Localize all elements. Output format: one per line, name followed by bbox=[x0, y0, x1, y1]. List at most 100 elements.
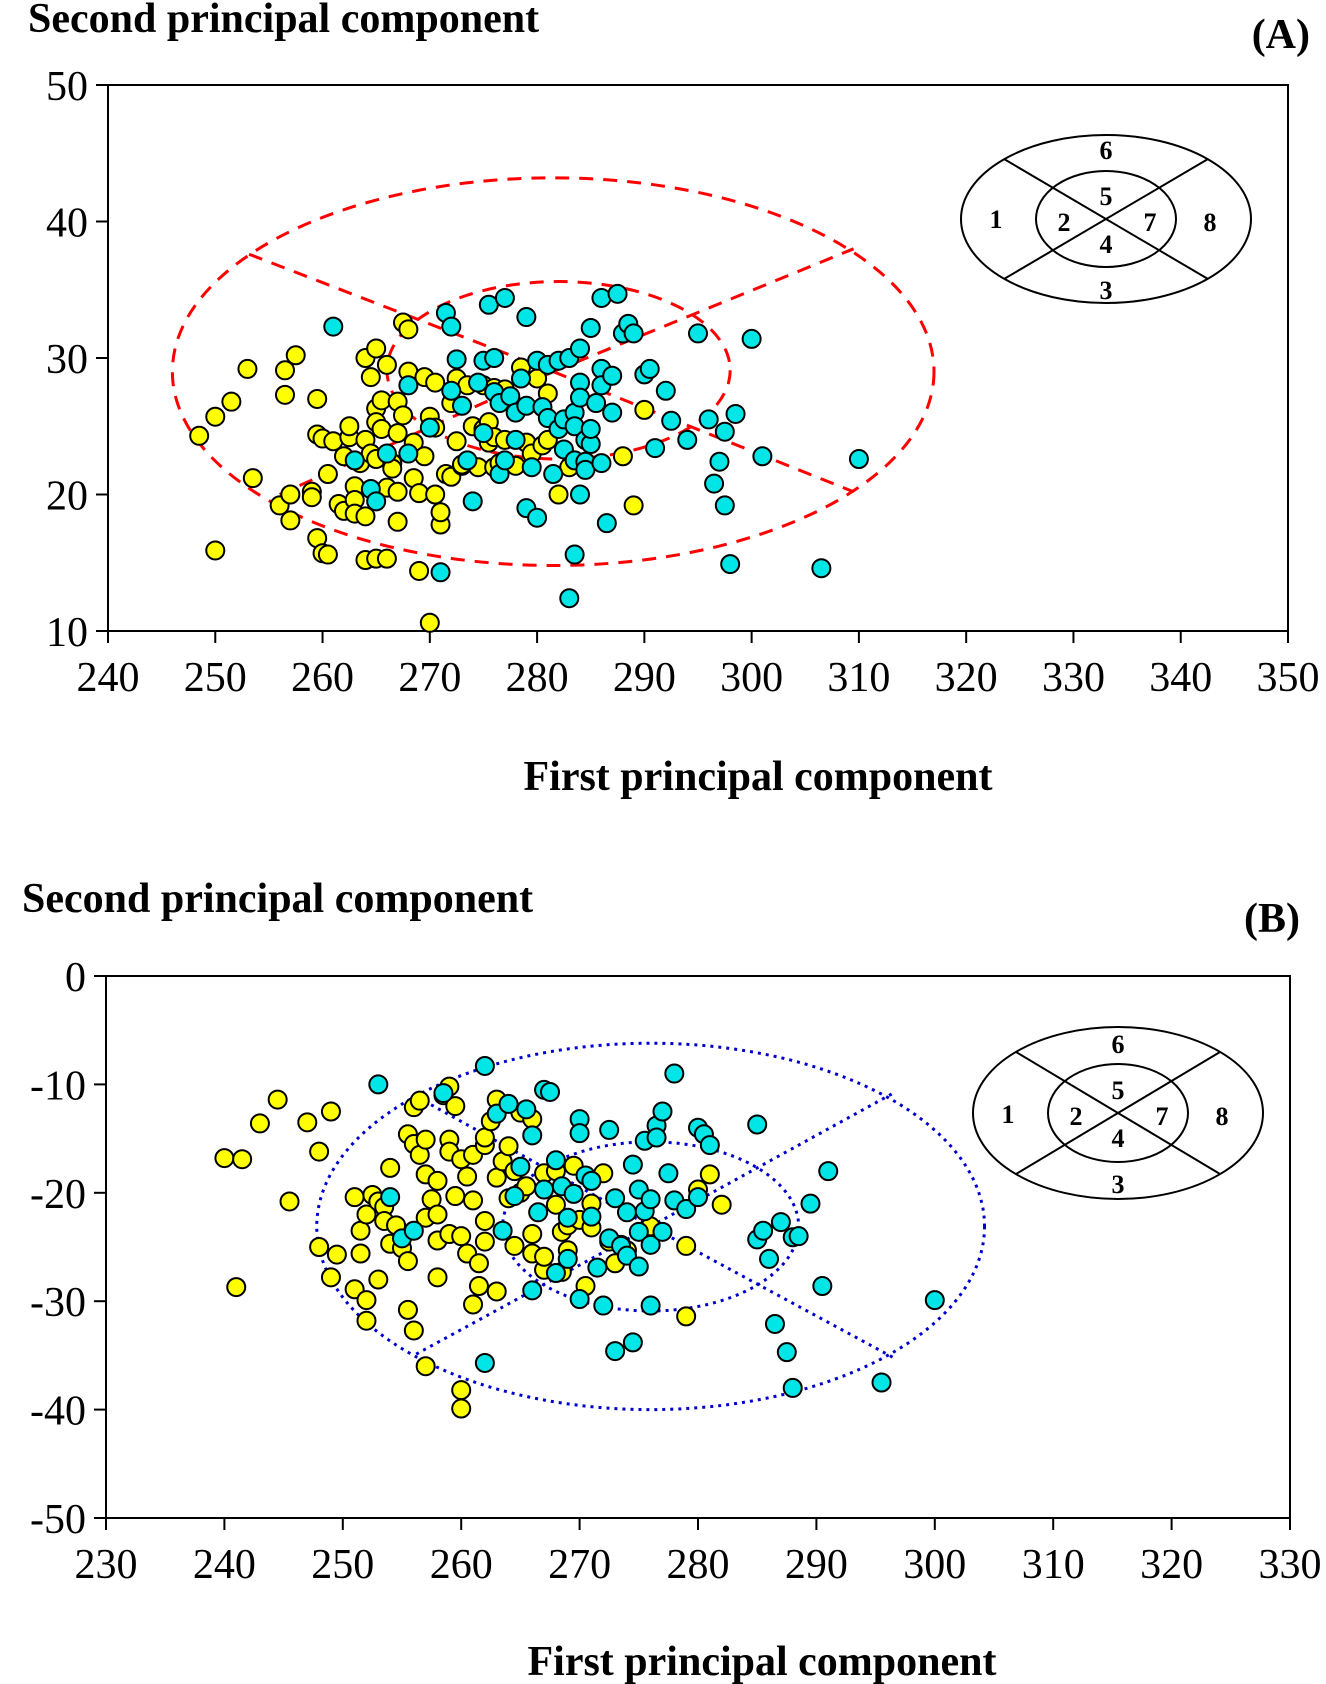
data-point-group-a bbox=[415, 1129, 436, 1150]
data-point-group-b bbox=[871, 1372, 892, 1393]
data-point-group-a bbox=[275, 360, 295, 381]
data-point-group-b bbox=[430, 562, 451, 583]
zone-label-8: 8 bbox=[1204, 208, 1217, 237]
data-point-group-a bbox=[366, 338, 387, 359]
x-tick-label: 280 bbox=[667, 1542, 730, 1588]
data-point-group-b bbox=[494, 287, 515, 308]
data-point-group-b bbox=[581, 1170, 602, 1191]
y-tick-label: -30 bbox=[30, 1280, 86, 1326]
data-point-group-b bbox=[559, 588, 580, 609]
data-point-group-b bbox=[764, 1313, 785, 1334]
data-point-group-b bbox=[661, 410, 682, 431]
data-point-group-a bbox=[376, 548, 397, 569]
data-point-group-b bbox=[376, 443, 397, 464]
data-point-group-a bbox=[350, 1243, 371, 1264]
x-tick-label: 280 bbox=[506, 655, 569, 701]
zone-label-4: 4 bbox=[1100, 230, 1113, 259]
data-point-group-b bbox=[688, 323, 708, 344]
data-point-group-b bbox=[366, 491, 387, 512]
data-point-group-a bbox=[280, 484, 301, 505]
y-tick-label: 10 bbox=[46, 610, 88, 656]
data-point-group-a bbox=[468, 1253, 489, 1274]
data-point-group-b bbox=[688, 1187, 708, 1208]
data-point-group-a bbox=[415, 1356, 436, 1377]
data-point-group-b bbox=[511, 368, 531, 389]
data-point-group-b bbox=[527, 507, 548, 528]
data-point-group-b bbox=[580, 418, 601, 439]
data-point-group-b bbox=[441, 380, 462, 401]
x-tick-label: 240 bbox=[193, 1542, 256, 1588]
data-point-group-b bbox=[623, 323, 644, 344]
zone-label-1: 1 bbox=[1002, 1100, 1015, 1129]
data-point-group-b bbox=[640, 1295, 661, 1316]
data-point-group-b bbox=[628, 1221, 649, 1242]
data-point-group-a bbox=[360, 367, 381, 388]
zone-label-3: 3 bbox=[1112, 1170, 1125, 1199]
data-point-group-b bbox=[759, 1248, 780, 1269]
data-point-group-b bbox=[599, 1119, 620, 1140]
data-point-group-b bbox=[570, 484, 590, 505]
panel-a: Second principal component (A) 240 250 260… bbox=[28, 0, 1320, 800]
data-point-group-b bbox=[498, 1093, 519, 1114]
x-tick-label: 260 bbox=[430, 1542, 493, 1588]
data-point-group-b bbox=[494, 450, 515, 471]
data-point-group-b bbox=[452, 395, 472, 416]
data-point-group-b bbox=[540, 1081, 560, 1102]
panel-a-outer-ellipse bbox=[170, 176, 936, 567]
data-point-group-a bbox=[468, 1276, 489, 1297]
data-point-group-a bbox=[427, 1267, 448, 1288]
data-point-group-b bbox=[725, 403, 746, 424]
data-point-group-a bbox=[387, 481, 408, 502]
x-tick-label: 330 bbox=[1042, 655, 1105, 701]
data-point-group-a bbox=[398, 319, 419, 340]
data-point-group-a bbox=[522, 1223, 543, 1244]
data-point-group-b bbox=[580, 317, 601, 338]
data-point-group-b bbox=[747, 1114, 768, 1135]
data-point-group-a bbox=[309, 1237, 330, 1257]
data-point-group-a bbox=[226, 1277, 247, 1298]
data-point-group-b bbox=[818, 1161, 839, 1182]
x-tick-label: 310 bbox=[1022, 1542, 1085, 1588]
data-point-group-b bbox=[812, 1276, 833, 1297]
data-point-group-b bbox=[457, 450, 478, 471]
panel-b-zone-diagram: 1 2 3 4 5 6 7 8 bbox=[972, 1026, 1264, 1200]
panel-b: Second principal component (B) 230 240 250… bbox=[22, 876, 1322, 1684]
data-point-group-b bbox=[528, 1202, 549, 1223]
data-point-group-a bbox=[699, 1164, 720, 1185]
data-point-group-b bbox=[591, 287, 612, 308]
panel-b-tag: (B) bbox=[1244, 896, 1300, 942]
data-point-group-a bbox=[427, 1204, 448, 1225]
panel-a-xlabel: First principal component bbox=[524, 754, 993, 800]
data-point-group-a bbox=[451, 1380, 472, 1401]
data-point-group-a bbox=[309, 1141, 330, 1162]
data-point-group-a bbox=[356, 1310, 377, 1331]
data-point-group-a bbox=[189, 425, 210, 446]
data-point-group-a bbox=[214, 1148, 235, 1169]
data-point-group-b bbox=[344, 450, 365, 471]
x-tick-label: 250 bbox=[311, 1542, 374, 1588]
x-tick-label: 290 bbox=[613, 655, 676, 701]
x-tick-label: 290 bbox=[785, 1542, 848, 1588]
y-tick-label: -40 bbox=[30, 1389, 86, 1435]
zone-label-2: 2 bbox=[1070, 1102, 1083, 1131]
data-point-group-b bbox=[848, 449, 869, 470]
data-point-group-b bbox=[557, 1248, 578, 1269]
data-point-group-b bbox=[645, 438, 666, 459]
data-point-group-a bbox=[397, 1299, 418, 1320]
y-tick-label: -10 bbox=[30, 1063, 86, 1109]
data-point-group-a bbox=[414, 446, 435, 467]
data-point-group-b bbox=[569, 1123, 590, 1144]
data-point-group-a bbox=[307, 388, 328, 409]
y-tick-label: 50 bbox=[46, 64, 88, 110]
data-point-group-a bbox=[474, 1231, 495, 1252]
data-point-group-b bbox=[441, 316, 462, 337]
zone-inner-ellipse bbox=[1035, 170, 1177, 268]
data-point-group-a bbox=[356, 1290, 377, 1311]
x-tick-label: 260 bbox=[291, 655, 354, 701]
data-point-group-a bbox=[344, 1187, 365, 1208]
data-point-group-a bbox=[711, 1194, 732, 1215]
data-point-group-a bbox=[376, 354, 397, 375]
data-point-group-b bbox=[664, 1063, 685, 1084]
panel-b-xlabel: First principal component bbox=[528, 1639, 997, 1684]
data-point-group-a bbox=[371, 418, 392, 439]
